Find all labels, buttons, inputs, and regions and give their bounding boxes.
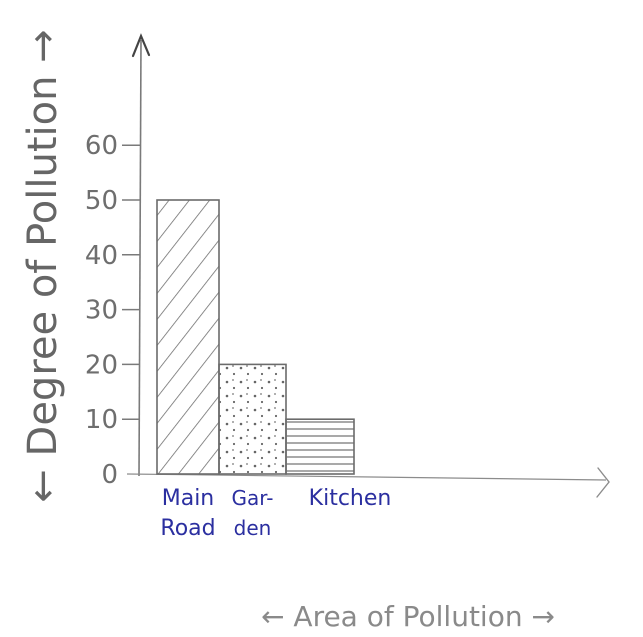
y-tick-label-60: 60	[85, 131, 118, 161]
bar-2	[218, 363, 287, 475]
axes	[126, 33, 610, 498]
y-tick-label-10: 10	[85, 405, 118, 435]
y-tick-label-40: 40	[85, 241, 118, 271]
y-tick-label-20: 20	[85, 350, 118, 380]
category-label-2-line-1: Gar-	[232, 486, 274, 510]
y-axis	[138, 39, 142, 477]
y-tick-label-50: 50	[85, 186, 118, 216]
category-label-2-line-2: den	[234, 516, 272, 540]
category-label-1-line-2: Road	[160, 516, 215, 541]
y-tick-label-0: 0	[101, 460, 118, 490]
x-axis-arrow	[596, 467, 610, 498]
y-tick-label-30: 30	[85, 296, 118, 326]
y-axis-arrow	[131, 33, 151, 58]
category-labels: Main Road Gar-den Kitchen	[160, 486, 391, 541]
bars	[156, 199, 355, 475]
y-ticks: 0 10 20 30 40 50 60	[85, 131, 140, 490]
x-axis	[126, 473, 607, 481]
bar-1	[156, 199, 220, 475]
x-axis-title: ← Area of Pollution →	[261, 600, 555, 633]
bar-3	[285, 418, 355, 475]
category-label-3-line-1: Kitchen	[309, 486, 392, 511]
y-axis-title: ← Degree of Pollution →	[20, 29, 66, 502]
category-label-1-line-1: Main	[162, 486, 215, 511]
